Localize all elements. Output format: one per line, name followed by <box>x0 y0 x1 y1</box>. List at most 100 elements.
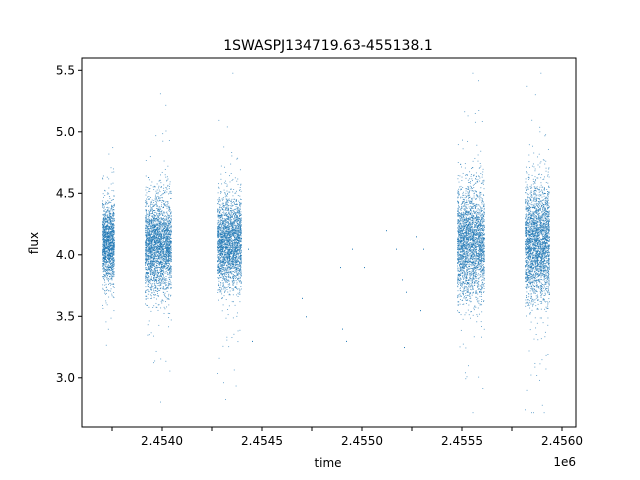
data-point <box>111 263 113 265</box>
data-point <box>229 211 231 213</box>
data-point <box>151 244 153 246</box>
data-point <box>226 336 228 338</box>
data-point <box>113 203 115 205</box>
data-point <box>164 266 166 268</box>
data-point <box>170 255 172 257</box>
data-point <box>235 230 237 232</box>
data-point <box>163 251 165 253</box>
data-point <box>148 179 150 181</box>
data-point <box>159 269 161 271</box>
data-point <box>158 187 160 189</box>
data-point <box>152 209 153 211</box>
data-point <box>109 227 111 229</box>
data-point <box>154 236 155 237</box>
data-point <box>148 265 150 267</box>
data-point <box>228 273 230 275</box>
data-point <box>157 259 159 261</box>
data-point <box>239 273 241 275</box>
data-point <box>150 221 152 223</box>
data-point <box>155 240 157 242</box>
data-point <box>169 272 171 274</box>
data-point <box>151 234 153 235</box>
data-point <box>158 254 160 256</box>
data-point <box>153 270 155 272</box>
data-point <box>168 258 170 260</box>
data-point <box>105 211 107 212</box>
data-point <box>102 203 104 205</box>
data-point <box>155 224 157 226</box>
data-point <box>159 282 161 284</box>
data-point <box>149 222 151 223</box>
data-point <box>162 271 164 273</box>
data-point <box>111 208 113 210</box>
data-point <box>149 231 151 233</box>
data-point <box>167 233 169 235</box>
data-point <box>102 205 104 207</box>
data-point <box>221 289 223 291</box>
data-point <box>239 220 241 222</box>
data-point <box>161 236 163 238</box>
data-point <box>151 219 153 220</box>
data-point <box>239 271 241 273</box>
data-point <box>108 250 110 252</box>
data-point <box>161 246 163 248</box>
data-point <box>112 275 113 277</box>
data-point <box>111 199 113 201</box>
data-point <box>104 220 106 222</box>
data-point <box>168 326 170 328</box>
data-point <box>166 220 168 222</box>
data-point <box>165 254 167 256</box>
data-point <box>167 297 169 299</box>
data-point <box>164 280 166 282</box>
data-point <box>150 264 152 266</box>
data-point <box>145 186 147 188</box>
data-point <box>163 293 165 295</box>
data-point <box>156 183 158 185</box>
data-point <box>221 274 223 276</box>
data-point <box>156 263 158 265</box>
data-point <box>160 246 162 247</box>
data-point <box>102 236 104 238</box>
data-point <box>164 237 166 238</box>
data-point <box>153 221 155 223</box>
data-point <box>220 230 222 232</box>
data-point <box>106 225 108 227</box>
data-point <box>155 135 157 137</box>
data-point <box>222 255 224 257</box>
data-point <box>162 260 164 262</box>
data-point <box>220 210 222 212</box>
data-point <box>163 222 165 223</box>
data-point <box>238 269 239 271</box>
data-point <box>217 264 219 266</box>
data-point <box>226 204 227 206</box>
data-point <box>108 239 110 241</box>
data-point <box>227 239 229 241</box>
data-point <box>167 230 169 232</box>
data-point <box>112 265 113 267</box>
data-point <box>147 219 149 221</box>
data-point <box>145 303 146 305</box>
data-point <box>227 245 229 247</box>
data-point <box>150 247 152 248</box>
data-point <box>152 265 153 266</box>
data-point <box>152 238 154 240</box>
data-point <box>231 301 233 303</box>
data-point <box>145 230 147 231</box>
data-point <box>157 234 159 236</box>
data-point <box>153 234 155 236</box>
data-point <box>170 218 172 220</box>
data-point <box>167 224 169 226</box>
data-point <box>109 259 110 261</box>
data-point <box>107 245 109 247</box>
data-point <box>153 248 155 250</box>
data-point <box>165 239 166 241</box>
data-point <box>109 246 111 248</box>
data-point <box>104 232 106 233</box>
data-point <box>234 275 236 276</box>
data-point <box>240 211 242 213</box>
data-point <box>103 228 105 230</box>
data-point <box>145 240 147 242</box>
data-point <box>236 241 237 243</box>
data-point <box>108 228 109 230</box>
data-point <box>167 245 169 247</box>
